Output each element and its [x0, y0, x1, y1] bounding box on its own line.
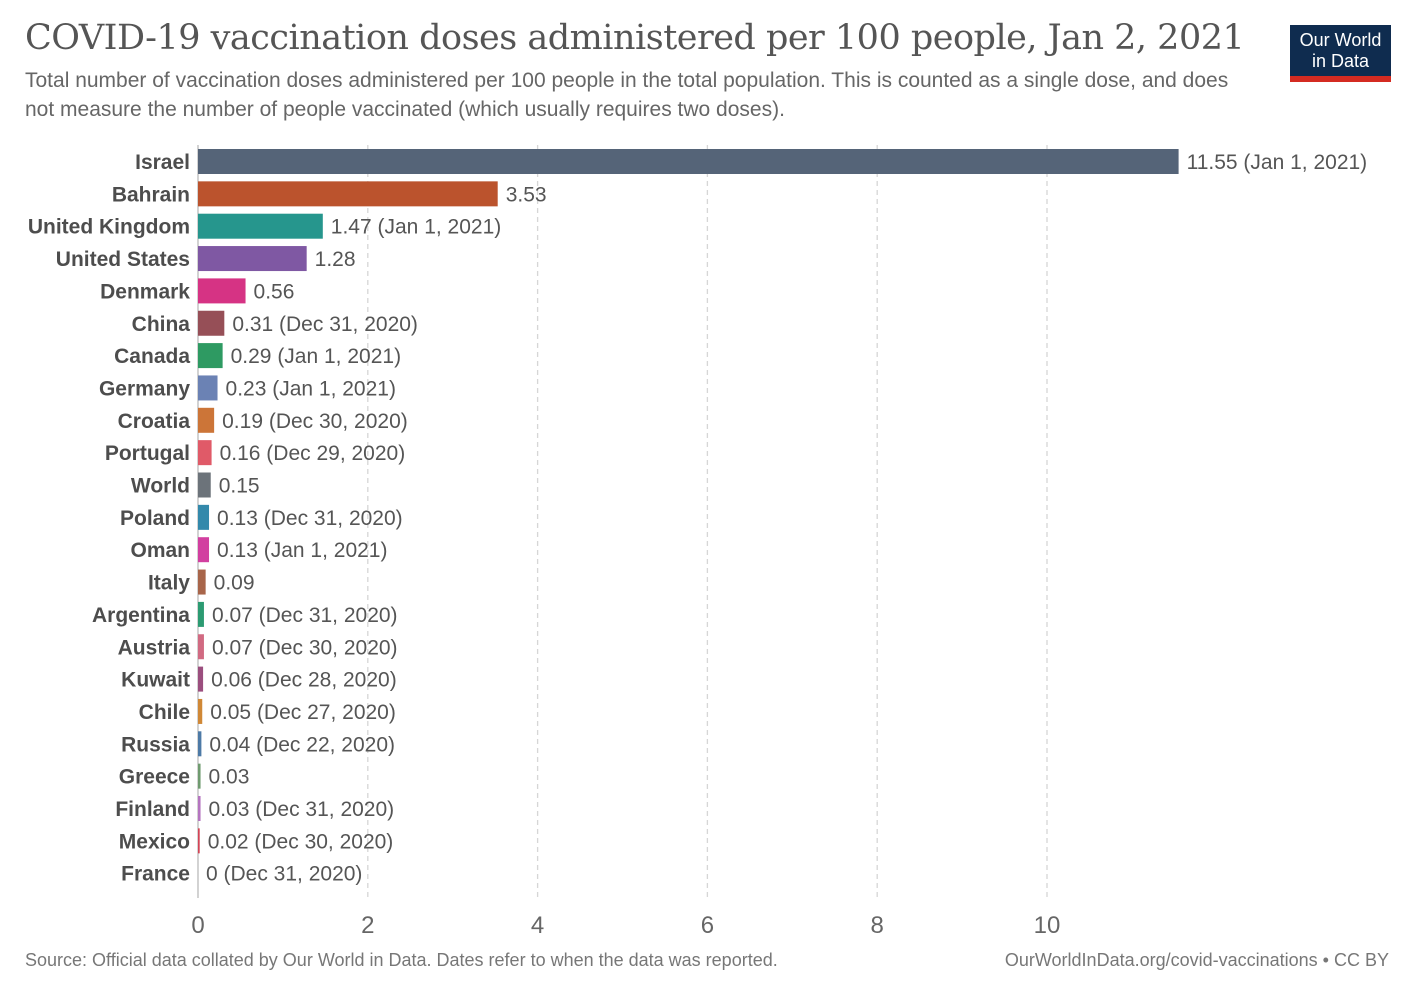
value-label: 0.13 (Dec 31, 2020) — [217, 507, 403, 530]
x-tick-label: 4 — [531, 912, 544, 939]
bar[interactable] — [198, 666, 204, 692]
category-label: Canada — [114, 345, 190, 368]
chart-subtitle: Total number of vaccination doses admini… — [25, 69, 1229, 121]
value-label: 0.02 (Dec 30, 2020) — [208, 830, 394, 853]
bar[interactable] — [198, 828, 200, 854]
category-label: Oman — [130, 539, 190, 562]
bar[interactable] — [198, 634, 204, 660]
category-label: World — [131, 475, 190, 498]
chart-title: COVID-19 vaccination doses administered … — [25, 18, 1245, 58]
category-label: Russia — [121, 733, 190, 756]
bar[interactable] — [198, 278, 246, 304]
bar[interactable] — [198, 375, 218, 401]
x-tick-label: 2 — [361, 912, 374, 939]
x-tick-label: 6 — [701, 912, 714, 939]
value-label: 0.16 (Dec 29, 2020) — [220, 442, 406, 465]
value-label: 0.06 (Dec 28, 2020) — [211, 669, 397, 692]
bar[interactable] — [198, 181, 498, 207]
value-label: 11.55 (Jan 1, 2021) — [1187, 151, 1368, 174]
value-label: 0 (Dec 31, 2020) — [206, 863, 362, 886]
value-label: 1.47 (Jan 1, 2021) — [331, 216, 501, 239]
logo-line-2: in Data — [1311, 51, 1370, 71]
bar[interactable] — [198, 537, 210, 563]
owid-logo[interactable]: Our World in Data — [1290, 25, 1391, 82]
bar[interactable] — [198, 472, 211, 498]
bar[interactable] — [198, 504, 210, 530]
category-label: Argentina — [92, 604, 190, 627]
category-label: Greece — [119, 766, 190, 789]
source-note: Source: Official data collated by Our Wo… — [25, 950, 778, 970]
value-label: 0.56 — [254, 280, 295, 303]
value-label: 0.13 (Jan 1, 2021) — [217, 539, 387, 562]
category-label: Portugal — [105, 442, 190, 465]
value-label: 0.23 (Jan 1, 2021) — [226, 377, 396, 400]
source-link[interactable]: OurWorldInData.org/covid-vaccinations • … — [1004, 950, 1389, 970]
value-label: 0.07 (Dec 31, 2020) — [212, 604, 398, 627]
value-label: 3.53 — [506, 183, 547, 206]
category-label: Germany — [99, 377, 190, 400]
category-label: France — [121, 863, 190, 886]
value-label: 1.28 — [315, 248, 356, 271]
value-label: 0.15 — [219, 475, 260, 498]
category-label: Chile — [139, 701, 190, 724]
bar[interactable] — [198, 569, 206, 595]
bar[interactable] — [198, 601, 204, 627]
category-label: Croatia — [118, 410, 191, 433]
category-label: Finland — [115, 798, 190, 821]
x-tick-label: 10 — [1034, 912, 1061, 939]
bar[interactable] — [198, 343, 223, 369]
value-label: 0.03 (Dec 31, 2020) — [209, 798, 395, 821]
category-label: China — [132, 313, 191, 336]
category-label: Denmark — [100, 280, 190, 303]
x-tick-label: 8 — [871, 912, 884, 939]
logo-line-1: Our World — [1299, 30, 1382, 50]
bar[interactable] — [198, 407, 215, 433]
bar[interactable] — [198, 698, 203, 724]
category-label: Poland — [120, 507, 190, 530]
category-label: United States — [56, 248, 190, 271]
value-label: 0.09 — [214, 572, 255, 595]
bar[interactable] — [198, 731, 202, 757]
value-label: 0.31 (Dec 31, 2020) — [232, 313, 418, 336]
category-label: Austria — [118, 636, 191, 659]
category-label: Kuwait — [121, 669, 190, 692]
bar[interactable] — [198, 763, 201, 789]
category-label: United Kingdom — [28, 216, 190, 239]
value-label: 0.05 (Dec 27, 2020) — [210, 701, 396, 724]
category-label: Israel — [135, 151, 190, 174]
value-label: 0.03 — [209, 766, 250, 789]
category-label: Bahrain — [112, 183, 190, 206]
bar[interactable] — [198, 246, 307, 272]
value-label: 0.19 (Dec 30, 2020) — [222, 410, 408, 433]
category-label: Italy — [148, 572, 190, 595]
value-label: 0.29 (Jan 1, 2021) — [231, 345, 401, 368]
bar[interactable] — [198, 796, 201, 821]
bar[interactable] — [198, 149, 1179, 174]
bar[interactable] — [198, 213, 323, 239]
value-label: 0.07 (Dec 30, 2020) — [212, 636, 398, 659]
bar[interactable] — [198, 310, 225, 336]
category-label: Mexico — [119, 830, 190, 853]
bar-chart: 0 2 4 6 8 10 Israel 11.55 (Jan 1, 2021) Bahrain 3… — [28, 145, 1368, 939]
bar[interactable] — [198, 440, 212, 466]
value-label: 0.04 (Dec 22, 2020) — [209, 733, 395, 756]
x-tick-label: 0 — [191, 912, 204, 939]
